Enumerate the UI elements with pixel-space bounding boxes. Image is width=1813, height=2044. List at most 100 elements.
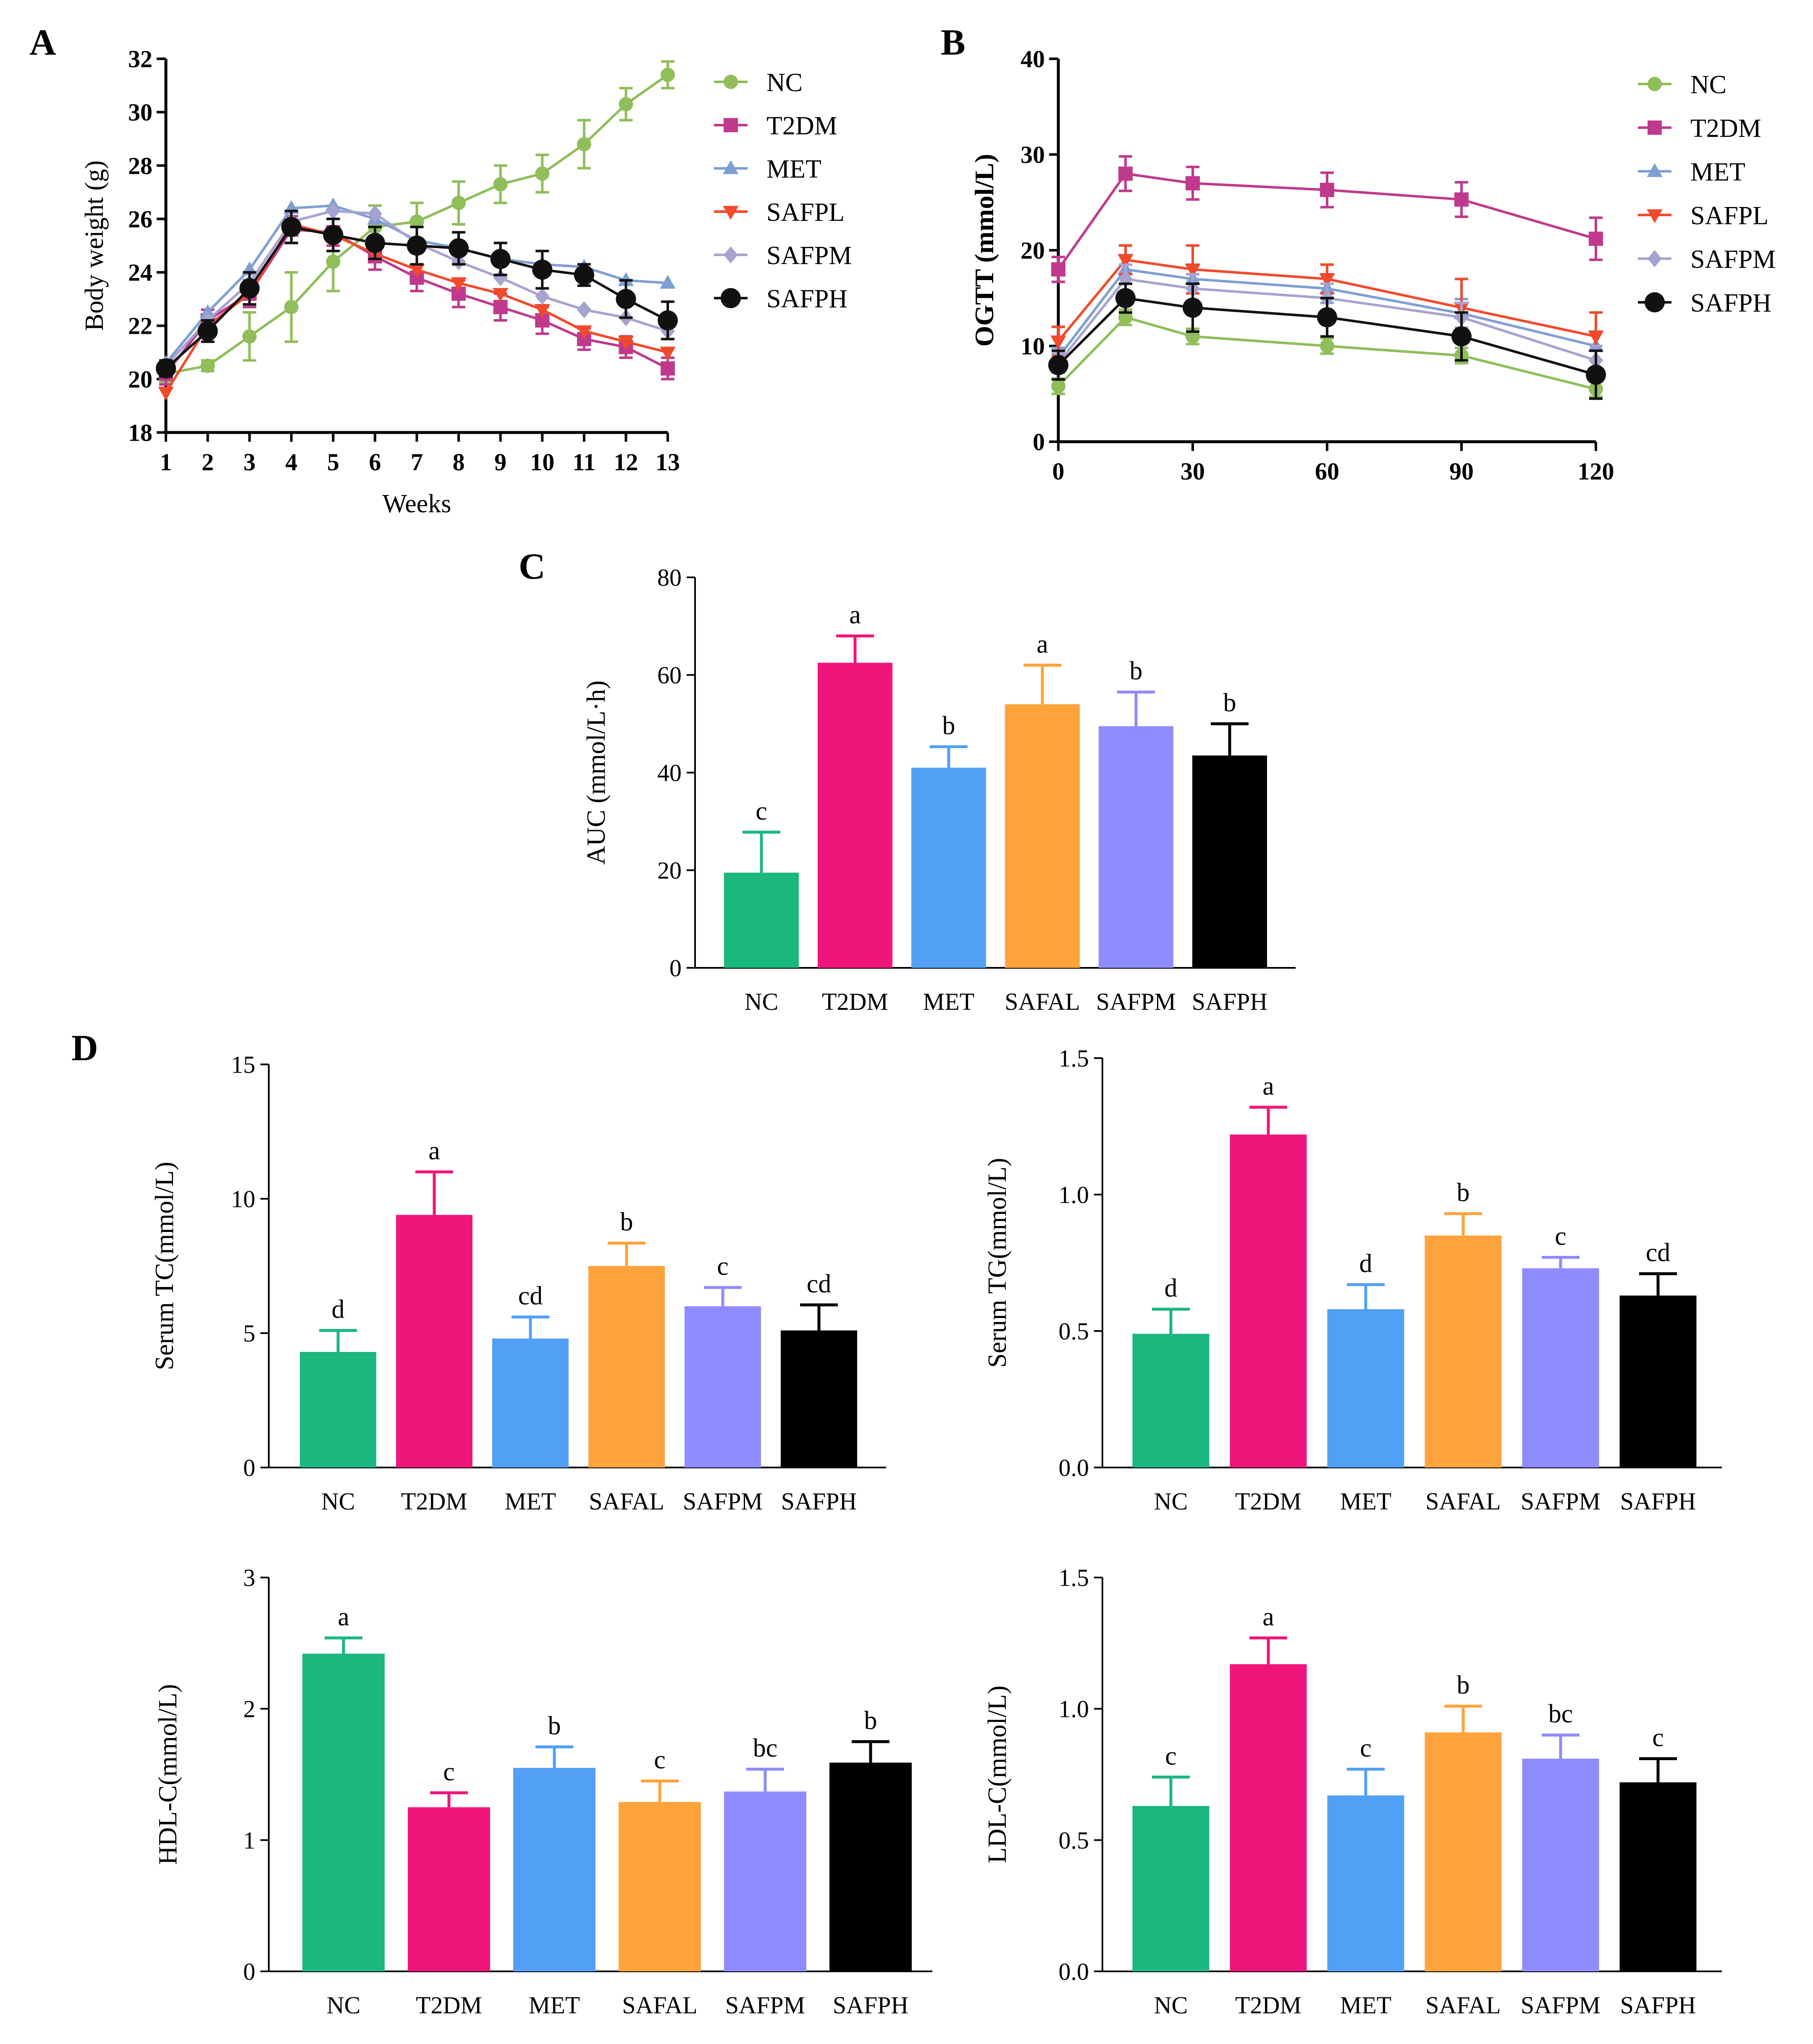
significance-letter: b <box>864 1706 877 1735</box>
bar-group-SAFAL: c SAFAL <box>619 1746 701 2019</box>
bar-NC <box>302 1654 385 1971</box>
series-SAFPH <box>1048 282 1606 400</box>
bar-group-SAFPH: c SAFPH <box>1619 1723 1697 2019</box>
y-tick-label: 3 <box>243 1564 255 1591</box>
data-point <box>323 225 344 245</box>
data-point <box>1048 355 1068 375</box>
series-line-NC <box>1057 316 1596 390</box>
y-tick-label: 1 <box>243 1826 255 1854</box>
bar-MET <box>1327 1309 1404 1467</box>
y-tick-label: 40 <box>1021 45 1045 73</box>
y-axis-label: Body weight (g) <box>80 160 109 331</box>
legend-marker <box>723 160 739 174</box>
chart-B: B 0 10 20 30 40 0 30 60 90 120 OGTT (mmol/L) NC T2DM M… <box>941 22 1776 485</box>
data-point <box>451 196 466 210</box>
significance-letter: bc <box>1548 1700 1573 1728</box>
bar-NC <box>300 1352 376 1467</box>
bar-group-NC: c NC <box>724 797 799 1015</box>
bar-SAFPH <box>1619 1295 1697 1467</box>
bar-T2DM <box>1230 1664 1307 1971</box>
significance-letter: b <box>1130 657 1143 685</box>
significance-letter: b <box>1223 689 1236 717</box>
data-point <box>199 304 216 318</box>
data-point <box>661 68 675 82</box>
y-tick-label: 1.5 <box>1059 1564 1089 1591</box>
data-point <box>197 321 218 341</box>
x-tick-label: SAFAL <box>1425 1992 1501 2019</box>
significance-letter: b <box>620 1208 633 1237</box>
y-tick-label: 30 <box>128 99 152 126</box>
legend-label: MET <box>1690 158 1745 186</box>
x-tick-label: MET <box>923 988 974 1015</box>
data-point <box>1317 307 1337 328</box>
bar-SAFPM <box>1522 1268 1599 1467</box>
bar-group-SAFPM: c SAFPM <box>1521 1222 1600 1515</box>
x-tick-label: NC <box>745 988 779 1015</box>
legend-label: SAFPM <box>1690 245 1776 274</box>
significance-letter: c <box>1652 1723 1664 1752</box>
x-tick-label: SAFAL <box>589 1488 664 1515</box>
bar-T2DM <box>408 1807 490 1971</box>
data-point <box>1051 379 1065 393</box>
x-tick-label: SAFAL <box>1425 1488 1501 1515</box>
bar-MET <box>911 768 986 968</box>
x-tick-label: 60 <box>1315 458 1339 485</box>
chart-D2: 0.0 0.5 1.0 1.5 Serum TG(mmol/L) d NC a T2DM d MET… <box>983 1045 1722 1515</box>
significance-letter: cd <box>807 1270 832 1298</box>
data-point <box>660 275 676 289</box>
x-tick-label: SAFPM <box>1096 988 1176 1015</box>
x-tick-label: 8 <box>453 448 465 476</box>
bar-group-MET: c MET <box>1327 1734 1404 2019</box>
legend-label: NC <box>1690 71 1726 99</box>
y-tick-label: 18 <box>128 419 152 446</box>
series-line-SAFPL <box>1057 258 1596 342</box>
y-tick-label: 80 <box>657 564 682 591</box>
x-tick-label: 3 <box>244 448 256 476</box>
y-tick-label: 1.0 <box>1059 1695 1089 1723</box>
y-tick-label: 32 <box>128 45 152 73</box>
data-point <box>1115 288 1136 308</box>
bar-group-NC: c NC <box>1132 1742 1210 2019</box>
bar-group-SAFPM: b SAFPM <box>1096 657 1176 1015</box>
legend-item-T2DM: T2DM <box>714 112 837 140</box>
bar-NC <box>1132 1334 1210 1467</box>
data-point <box>661 361 675 376</box>
y-tick-label: 20 <box>657 857 682 884</box>
x-tick-label: SAFAL <box>622 1992 697 2019</box>
legend-marker <box>1645 292 1665 312</box>
legend-item-MET: MET <box>714 155 821 183</box>
bar-group-T2DM: a T2DM <box>396 1137 472 1515</box>
legend-label: SAFPM <box>766 241 852 270</box>
y-axis-label: Serum TG(mmol/L) <box>983 1158 1012 1368</box>
significance-letter: b <box>548 1711 561 1740</box>
x-tick-label: 13 <box>656 448 680 476</box>
legend-marker <box>724 246 738 264</box>
bar-SAFPH <box>1192 755 1267 968</box>
x-tick-label: NC <box>1154 1992 1188 2019</box>
y-tick-label: 24 <box>128 259 152 286</box>
significance-letter: c <box>443 1758 455 1786</box>
data-point <box>619 97 633 112</box>
significance-letter: d <box>1165 1274 1178 1302</box>
bar-group-SAFPH: b SAFPH <box>1192 689 1268 1015</box>
x-tick-label: SAFPH <box>781 1488 857 1515</box>
panel-label-C: C <box>519 546 546 587</box>
x-tick-label: T2DM <box>416 1992 482 2019</box>
data-point <box>1320 183 1334 197</box>
data-point <box>409 214 424 229</box>
panel-label-B: B <box>941 22 966 63</box>
data-point <box>532 259 553 280</box>
legend-label: T2DM <box>766 112 837 140</box>
data-point <box>239 278 260 299</box>
significance-letter: b <box>1457 1671 1470 1699</box>
data-point <box>451 277 467 291</box>
y-axis-label: LDL-C(mmol/L) <box>983 1685 1012 1863</box>
bar-SAFPH <box>1619 1782 1697 1971</box>
data-point <box>1320 339 1334 353</box>
significance-letter: cd <box>518 1282 543 1310</box>
bar-SAFAL <box>1425 1235 1502 1467</box>
chart-D4: 0.0 0.5 1.0 1.5 LDL-C(mmol/L) c NC a T2DM c MET b SA… <box>983 1564 1722 2019</box>
y-tick-label: 30 <box>1021 141 1045 168</box>
x-tick-label: SAFPH <box>1620 1488 1696 1515</box>
